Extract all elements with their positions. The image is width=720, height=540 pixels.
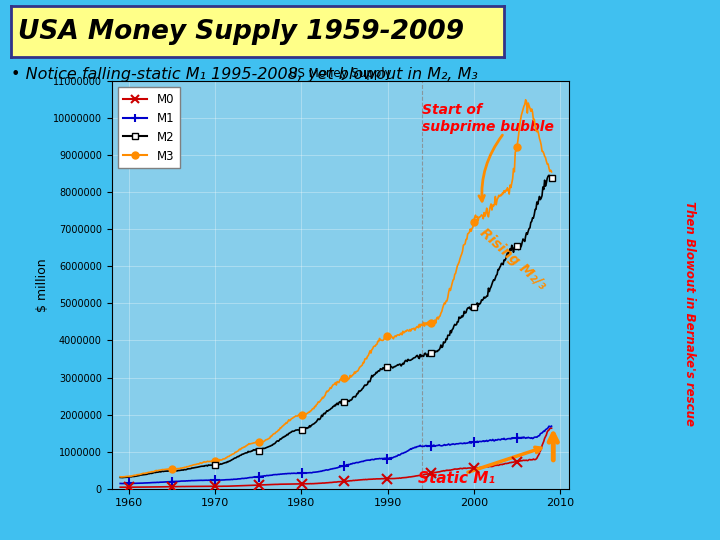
Text: Then Blowout in Bernake's rescue: Then Blowout in Bernake's rescue	[683, 201, 696, 426]
Legend: M0, M1, M2, M3: M0, M1, M2, M3	[117, 87, 180, 168]
Title: US Money Supply: US Money Supply	[289, 67, 392, 80]
Text: USA Money Supply 1959-2009: USA Money Supply 1959-2009	[18, 18, 464, 45]
Text: Start of
subprime bubble: Start of subprime bubble	[423, 104, 554, 133]
Text: • Notice falling-static M₁ 1995-2008, yet blowout in M₂, M₃: • Notice falling-static M₁ 1995-2008, ye…	[11, 68, 477, 83]
Text: Rising M₂/₃: Rising M₂/₃	[477, 226, 549, 292]
Y-axis label: $ million: $ million	[36, 258, 49, 312]
Text: Static M₁: Static M₁	[418, 471, 495, 486]
